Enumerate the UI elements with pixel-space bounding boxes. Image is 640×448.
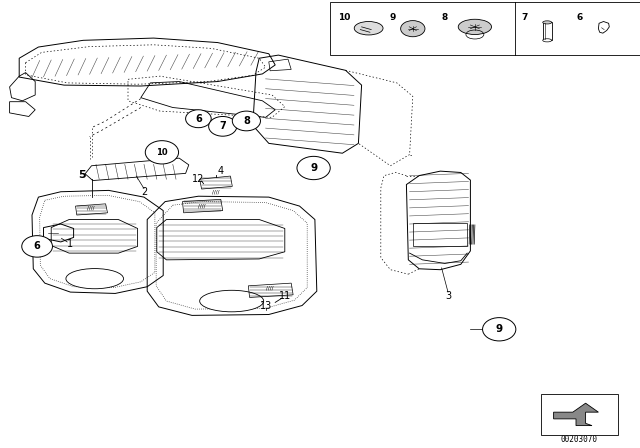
Text: 10: 10: [156, 148, 168, 157]
Ellipse shape: [355, 22, 383, 35]
Text: 3: 3: [445, 291, 451, 301]
Text: 6: 6: [34, 241, 40, 251]
Ellipse shape: [543, 39, 552, 42]
Text: 9: 9: [389, 13, 396, 22]
Text: 12: 12: [192, 174, 205, 184]
Bar: [541, 394, 618, 435]
Circle shape: [145, 141, 179, 164]
Circle shape: [232, 111, 260, 131]
Text: 9: 9: [310, 163, 317, 173]
Bar: [330, 2, 640, 55]
Text: 13: 13: [259, 301, 272, 310]
Ellipse shape: [458, 19, 492, 34]
Ellipse shape: [66, 268, 124, 289]
Text: 6: 6: [195, 114, 202, 124]
Text: 9: 9: [495, 324, 503, 334]
Ellipse shape: [401, 21, 425, 37]
Polygon shape: [554, 403, 598, 426]
Text: 7: 7: [220, 121, 226, 131]
Text: ////: ////: [212, 189, 220, 194]
Ellipse shape: [200, 290, 264, 312]
Circle shape: [186, 110, 211, 128]
Ellipse shape: [543, 21, 552, 24]
Bar: [543, 22, 552, 40]
Circle shape: [209, 116, 237, 136]
Text: 11: 11: [278, 291, 291, 301]
Circle shape: [483, 318, 516, 341]
Text: 8: 8: [442, 13, 448, 22]
Text: 1: 1: [67, 239, 74, 249]
Text: 7: 7: [522, 13, 528, 22]
Text: 10: 10: [338, 13, 351, 22]
Circle shape: [22, 236, 52, 257]
Text: ////: ////: [87, 206, 95, 211]
Text: 8: 8: [243, 116, 250, 126]
Text: 2: 2: [141, 187, 147, 197]
Circle shape: [297, 156, 330, 180]
Text: 00203070: 00203070: [561, 435, 598, 444]
Text: 5: 5: [78, 170, 86, 180]
Text: 4: 4: [218, 166, 224, 176]
Text: ////: ////: [198, 203, 205, 209]
Text: ////: ////: [266, 285, 274, 291]
Text: 6: 6: [576, 13, 582, 22]
